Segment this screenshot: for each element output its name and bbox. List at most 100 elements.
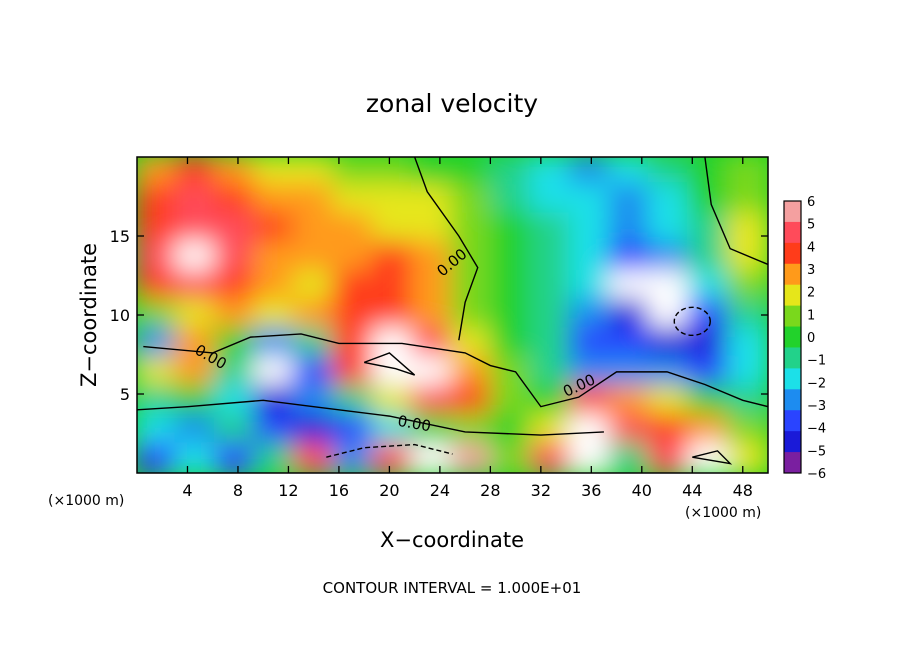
zero-contour — [704, 157, 768, 266]
field-cell — [529, 183, 573, 217]
field-cell — [213, 442, 258, 473]
colorbar-tick-label: 6 — [807, 195, 815, 210]
y-axis: 5 10 15 — [110, 227, 768, 404]
field-cell — [292, 183, 337, 217]
x-tick-label: 20 — [379, 481, 399, 500]
field-cell — [450, 327, 494, 361]
field-cell — [371, 298, 416, 332]
colorbar-swatch — [784, 368, 801, 390]
field-cell — [529, 327, 573, 361]
x-tick-label: 8 — [233, 481, 243, 500]
field-cell — [292, 327, 337, 361]
field-cell — [608, 413, 652, 447]
field-cell — [687, 356, 731, 389]
field-cell — [726, 327, 768, 361]
field-cell — [371, 413, 416, 447]
x-axis: 4 8 12 16 20 24 28 32 36 40 44 48 — [182, 157, 753, 500]
field-cell — [174, 212, 218, 246]
field-cell — [137, 212, 179, 246]
field-cell — [608, 157, 652, 188]
colorbar-swatch — [784, 242, 801, 265]
field-cell — [450, 183, 494, 217]
field-cell — [450, 384, 494, 418]
field-cell — [253, 356, 297, 389]
field-cell — [371, 384, 416, 418]
field-cell — [371, 442, 416, 473]
field-cell — [529, 212, 573, 246]
colorbar-frame — [783, 200, 802, 474]
colorbar-swatch — [784, 452, 801, 474]
field-cell — [137, 327, 179, 361]
field-cell — [450, 356, 494, 389]
field-cell — [489, 442, 534, 473]
field-cell — [253, 413, 297, 447]
colorbar-swatch — [784, 221, 801, 244]
colorbar-tick-label: −6 — [807, 467, 826, 482]
field-cell — [450, 298, 494, 332]
colorbar-swatch — [784, 305, 801, 328]
field-cell — [687, 298, 731, 332]
field-cell — [608, 241, 652, 274]
field-cell — [253, 212, 297, 246]
field-cell — [726, 442, 768, 473]
field-cell — [489, 212, 534, 246]
field-cell — [213, 157, 258, 188]
field-cell — [213, 241, 258, 274]
field-cell — [687, 327, 731, 361]
x-tick-label: 44 — [682, 481, 702, 500]
field-cell — [292, 298, 337, 332]
field-cell — [726, 241, 768, 274]
heatmap-plot-area: 0.000.000.000.00 — [136, 156, 769, 474]
field-cell — [489, 327, 534, 361]
x-tick-label: 36 — [581, 481, 601, 500]
field-cell — [137, 356, 179, 389]
x-tick-label: 24 — [430, 481, 450, 500]
field-cell — [450, 269, 494, 303]
field-cell — [489, 384, 534, 418]
field-cell — [489, 183, 534, 217]
field-cell — [213, 212, 258, 246]
field-cell — [450, 157, 494, 188]
dashed-contour — [673, 306, 711, 337]
field-cell — [647, 384, 692, 418]
field-cell — [137, 157, 179, 188]
colorbar-swatch — [784, 326, 801, 348]
field-cell — [529, 241, 573, 274]
field-cell — [647, 298, 692, 332]
x-units-right: (×1000 m) — [685, 505, 761, 521]
field-cell — [608, 327, 652, 361]
field-cell — [568, 298, 613, 332]
field-cell — [647, 241, 692, 274]
field-cell — [568, 212, 613, 246]
colorbar-tick-label: 0 — [807, 331, 815, 346]
field-cell — [292, 269, 337, 303]
colorbar-swatch — [784, 389, 801, 411]
field-cell — [371, 183, 416, 217]
field-cell — [568, 327, 613, 361]
field-cell — [687, 269, 731, 303]
chart-title: zonal velocity — [366, 89, 538, 118]
field-cell — [137, 183, 179, 217]
field-cell — [529, 157, 573, 188]
field-cell — [213, 183, 258, 217]
field-cell — [253, 241, 297, 274]
colorbar-tick-label: 3 — [807, 263, 815, 278]
field-cell — [371, 157, 416, 188]
field-cell — [608, 442, 652, 473]
colorbar-tick-label: 2 — [807, 286, 815, 301]
field-cell — [174, 157, 218, 188]
field-cell — [726, 212, 768, 246]
field-cell — [489, 356, 534, 389]
x-tick-label: 48 — [733, 481, 753, 500]
zero-contour — [143, 333, 768, 408]
zero-contour — [692, 450, 733, 465]
field-cell — [174, 269, 218, 303]
field-cell — [489, 269, 534, 303]
x-tick-label: 32 — [531, 481, 551, 500]
field-cell — [332, 384, 376, 418]
field-cell — [213, 356, 258, 389]
colorbar-swatch — [784, 431, 801, 453]
colorbar-swatch — [784, 201, 801, 223]
field-cell — [332, 212, 376, 246]
